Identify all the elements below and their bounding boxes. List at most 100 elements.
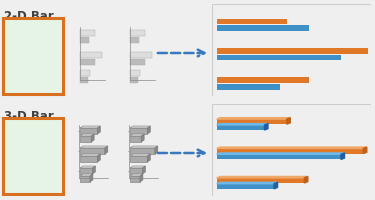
Bar	[130, 52, 152, 58]
Bar	[130, 176, 140, 182]
Polygon shape	[287, 118, 290, 124]
Polygon shape	[40, 122, 44, 132]
Polygon shape	[363, 147, 367, 154]
Bar	[217, 19, 287, 24]
Polygon shape	[304, 176, 308, 183]
Bar	[8, 154, 38, 161]
Bar	[80, 128, 98, 134]
Bar	[80, 30, 95, 36]
Bar	[217, 184, 274, 189]
Bar	[8, 72, 23, 79]
Bar	[80, 136, 91, 142]
Polygon shape	[8, 132, 32, 134]
Polygon shape	[80, 174, 93, 176]
Bar	[212, 104, 371, 196]
Polygon shape	[140, 174, 143, 182]
Polygon shape	[130, 126, 150, 128]
Polygon shape	[90, 174, 93, 182]
Polygon shape	[8, 162, 36, 165]
Bar	[8, 80, 20, 87]
Polygon shape	[217, 118, 290, 119]
Bar	[130, 77, 138, 83]
Polygon shape	[105, 146, 108, 154]
Polygon shape	[264, 124, 268, 130]
Bar	[8, 125, 40, 132]
Polygon shape	[155, 146, 158, 154]
Bar	[130, 30, 146, 36]
Bar	[217, 148, 363, 154]
Polygon shape	[141, 134, 144, 142]
Polygon shape	[92, 166, 95, 174]
Polygon shape	[217, 124, 268, 125]
Polygon shape	[8, 171, 30, 174]
Bar	[8, 145, 54, 152]
Polygon shape	[28, 132, 32, 141]
Bar	[80, 37, 89, 43]
Polygon shape	[80, 146, 108, 148]
Polygon shape	[130, 134, 144, 136]
Bar	[130, 37, 139, 43]
Bar	[80, 156, 98, 162]
Polygon shape	[8, 142, 58, 145]
Bar	[8, 25, 32, 32]
Bar	[8, 174, 26, 181]
Polygon shape	[8, 152, 42, 154]
Bar	[3, 18, 63, 94]
Bar	[8, 58, 32, 65]
Polygon shape	[274, 182, 278, 189]
Bar	[217, 125, 264, 130]
Bar	[217, 77, 309, 83]
Bar	[217, 84, 280, 90]
Polygon shape	[91, 134, 94, 142]
Polygon shape	[217, 176, 308, 178]
Bar	[130, 168, 142, 174]
Polygon shape	[217, 182, 278, 184]
Polygon shape	[80, 154, 100, 156]
Bar	[130, 70, 140, 76]
Polygon shape	[130, 146, 158, 148]
Polygon shape	[217, 153, 345, 154]
Polygon shape	[38, 152, 42, 161]
Bar	[8, 165, 32, 172]
Text: 2-D Bar: 2-D Bar	[4, 10, 54, 23]
Polygon shape	[130, 166, 146, 168]
Bar	[130, 156, 147, 162]
Polygon shape	[147, 126, 150, 134]
Polygon shape	[80, 166, 95, 168]
Bar	[217, 154, 341, 159]
Polygon shape	[32, 162, 36, 172]
Polygon shape	[217, 147, 367, 148]
Bar	[130, 128, 147, 134]
Bar	[217, 48, 368, 54]
Polygon shape	[147, 154, 150, 162]
Bar	[8, 134, 28, 141]
Polygon shape	[98, 154, 100, 162]
Polygon shape	[80, 126, 100, 128]
Bar	[80, 70, 90, 76]
Text: 3-D Bar: 3-D Bar	[4, 110, 54, 123]
Polygon shape	[98, 126, 100, 134]
Bar	[80, 77, 88, 83]
Polygon shape	[142, 166, 146, 174]
Bar	[130, 136, 141, 142]
Bar	[80, 59, 95, 65]
Bar	[8, 33, 22, 40]
Bar	[217, 55, 341, 60]
Bar	[8, 50, 42, 57]
Bar	[212, 4, 371, 96]
Polygon shape	[8, 122, 44, 125]
Bar	[217, 25, 309, 31]
Polygon shape	[130, 174, 143, 176]
Bar	[217, 178, 304, 183]
Bar	[80, 168, 92, 174]
Bar	[80, 148, 105, 154]
Polygon shape	[130, 154, 150, 156]
Bar	[217, 119, 287, 124]
Polygon shape	[341, 153, 345, 159]
Polygon shape	[80, 134, 94, 136]
Polygon shape	[26, 171, 30, 181]
Bar	[130, 59, 146, 65]
Polygon shape	[54, 142, 58, 152]
Bar	[80, 52, 102, 58]
Bar	[3, 118, 63, 194]
